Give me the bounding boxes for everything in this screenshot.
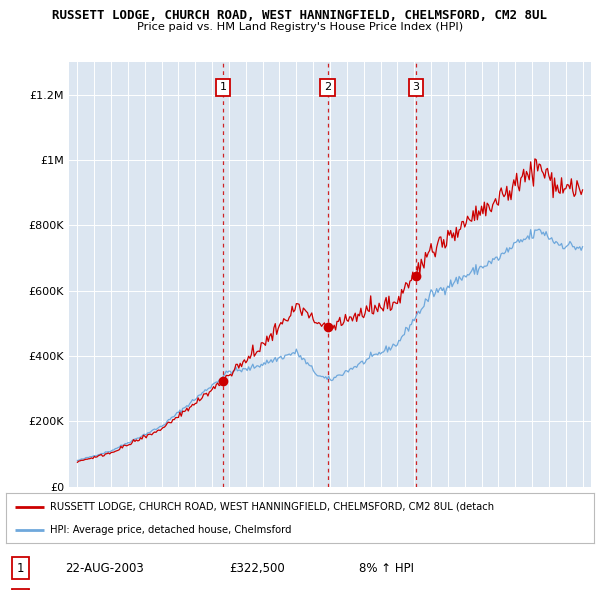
Text: HPI: Average price, detached house, Chelmsford: HPI: Average price, detached house, Chel… <box>50 525 292 535</box>
Text: RUSSETT LODGE, CHURCH ROAD, WEST HANNINGFIELD, CHELMSFORD, CM2 8UL (detach: RUSSETT LODGE, CHURCH ROAD, WEST HANNING… <box>50 502 494 512</box>
Text: 3: 3 <box>413 83 419 93</box>
Text: 1: 1 <box>220 83 226 93</box>
Text: 8% ↑ HPI: 8% ↑ HPI <box>359 562 414 575</box>
Text: 1: 1 <box>17 562 25 575</box>
Text: £322,500: £322,500 <box>229 562 285 575</box>
Text: RUSSETT LODGE, CHURCH ROAD, WEST HANNINGFIELD, CHELMSFORD, CM2 8UL: RUSSETT LODGE, CHURCH ROAD, WEST HANNING… <box>53 9 548 22</box>
Text: 2: 2 <box>324 83 331 93</box>
Text: Price paid vs. HM Land Registry's House Price Index (HPI): Price paid vs. HM Land Registry's House … <box>137 22 463 32</box>
Text: 22-AUG-2003: 22-AUG-2003 <box>65 562 143 575</box>
